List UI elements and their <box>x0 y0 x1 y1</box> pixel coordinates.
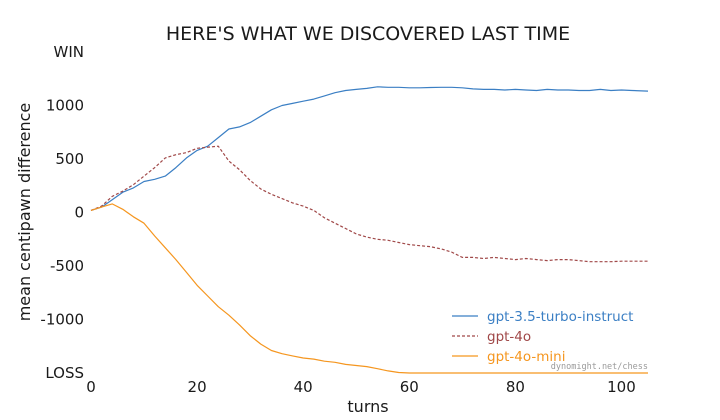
y-tick-label: LOSS <box>45 364 84 382</box>
series-line-gpt-4o <box>90 145 648 263</box>
x-tick-label: 20 <box>188 378 207 396</box>
y-tick-label: -1000 <box>40 311 84 329</box>
y-tick-label: 1000 <box>46 97 84 115</box>
y-tick-label: 0 <box>74 204 84 222</box>
credit-text: dynomight.net/chess <box>551 362 648 372</box>
series-line-gpt-4o-mini <box>90 203 648 374</box>
legend-label: gpt-3.5-turbo-instruct <box>487 309 633 325</box>
y-tick-label: WIN <box>54 43 84 61</box>
x-tick-label: 80 <box>506 378 525 396</box>
y-axis-label: mean centipawn difference <box>15 103 34 322</box>
legend-label: gpt-4o-mini <box>487 349 565 365</box>
y-axis-ticks: WIN 1000 500 0 -500 -1000 LOSS <box>40 43 84 382</box>
x-axis-ticks: 0 20 40 60 80 100 <box>86 378 636 396</box>
x-tick-label: 100 <box>607 378 636 396</box>
y-tick-label: -500 <box>50 257 84 275</box>
x-axis-label: turns <box>347 397 388 416</box>
legend: gpt-3.5-turbo-instruct gpt-4o gpt-4o-mini <box>452 309 633 365</box>
chart-title: HERE'S WHAT WE DISCOVERED LAST TIME <box>166 23 570 45</box>
series-line-gpt-3.5-turbo-instruct <box>90 86 649 211</box>
legend-label: gpt-4o <box>487 329 531 345</box>
x-tick-label: 60 <box>400 378 419 396</box>
y-tick-label: 500 <box>55 150 84 168</box>
series-lines <box>90 86 649 374</box>
x-tick-label: 40 <box>294 378 313 396</box>
x-tick-label: 0 <box>86 378 96 396</box>
